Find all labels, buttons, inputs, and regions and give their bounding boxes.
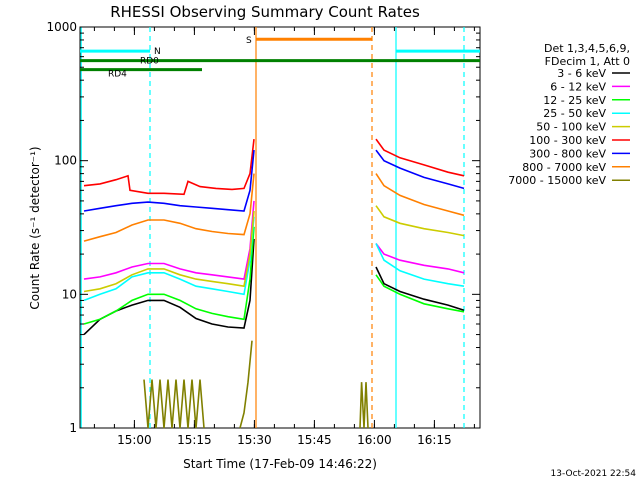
series-line-800-7000-kev (375, 173, 465, 217)
chart-title: RHESSI Observing Summary Count Rates (110, 3, 420, 21)
x-tick-label: 15:45 (297, 433, 332, 447)
legend-label-7000-15000-kev: 7000 - 15000 keV (508, 174, 606, 187)
series-line-7000-15000-kev (143, 379, 205, 429)
flag-label-rd0: RD0 (140, 57, 159, 67)
legend-label-300-800-kev: 300 - 800 keV (529, 147, 606, 160)
flag-label-n: N (154, 47, 161, 57)
series-line-3-6-kev (375, 266, 465, 312)
series-line-6-12-kev (83, 200, 255, 280)
flag-label-s: S (246, 36, 252, 46)
y-tick-label: 10 (62, 287, 77, 301)
series-line-800-7000-kev (83, 173, 255, 242)
series-line-6-12-kev (375, 243, 465, 274)
series-line-12-25-kev (375, 274, 465, 313)
footer-timestamp: 13-Oct-2021 22:54 (551, 469, 637, 479)
series-line-7000-15000-kev (239, 340, 253, 429)
series-line-7000-15000-kev (359, 382, 369, 429)
legend-header: Det 1,3,4,5,6,9, FDecim 1, Att 0 (544, 42, 630, 68)
y-tick-label: 1000 (46, 20, 77, 34)
legend-header-line-2: FDecim 1, Att 0 (545, 55, 630, 68)
series-line-12-25-kev (83, 226, 255, 325)
x-axis-label: Start Time (17-Feb-09 14:46:22) (183, 457, 377, 471)
legend-label-800-7000-kev: 800 - 7000 keV (522, 161, 606, 174)
y-axis-label: Count Rate (s⁻¹ detector⁻¹) (28, 146, 42, 309)
flag-label-rd4: RD4 (108, 70, 127, 80)
legend-label-50-100-kev: 50 - 100 keV (536, 121, 606, 134)
series-line-50-100-kev (375, 205, 465, 237)
series-line-300-800-kev (375, 149, 465, 190)
series-line-100-300-kev (83, 139, 255, 196)
x-tick-label: 15:00 (117, 433, 152, 447)
legend-label-100-300-kev: 100 - 300 keV (529, 134, 606, 147)
x-tick-label: 16:00 (357, 433, 392, 447)
series-line-100-300-kev (375, 138, 465, 177)
series-line-300-800-kev (83, 150, 255, 212)
plot-frame (79, 26, 481, 429)
legend-label-3-6-kev: 3 - 6 keV (557, 67, 606, 80)
x-tick-label: 16:15 (417, 433, 452, 447)
legend-header-line-1: Det 1,3,4,5,6,9, (544, 42, 630, 55)
series-line-50-100-kev (83, 210, 255, 293)
x-tick-label: 15:15 (177, 433, 212, 447)
y-tick-label: 100 (54, 154, 77, 168)
legend-label-12-25-kev: 12 - 25 keV (543, 94, 606, 107)
legend-label-6-12-kev: 6 - 12 keV (550, 80, 606, 93)
x-tick-label: 15:30 (237, 433, 272, 447)
series-line-25-50-kev (83, 216, 255, 302)
y-tick-label: 1 (69, 421, 77, 435)
legend-label-25-50-kev: 25 - 50 keV (543, 107, 606, 120)
series-line-25-50-kev (375, 243, 465, 287)
series-line-3-6-kev (83, 238, 255, 336)
